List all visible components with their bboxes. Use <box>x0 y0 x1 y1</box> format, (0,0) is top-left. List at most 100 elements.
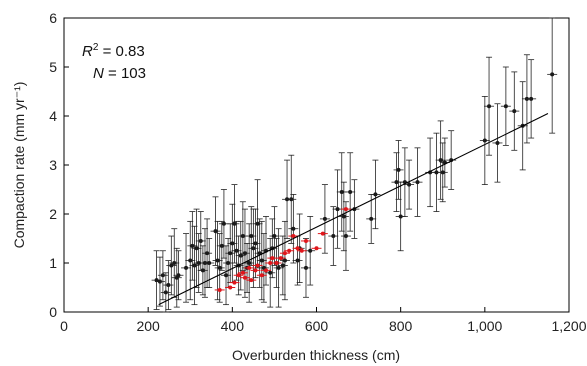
data-point-black <box>237 201 248 271</box>
point-marker <box>295 246 300 251</box>
x-tick-label: 800 <box>389 318 413 334</box>
data-point-black <box>160 272 171 313</box>
data-point-black <box>393 140 404 200</box>
point-marker <box>320 231 325 236</box>
data-point-black <box>319 184 330 254</box>
point-marker <box>308 248 313 253</box>
data-point-black <box>305 216 316 286</box>
data-point-red <box>252 263 263 268</box>
data-point-red <box>256 273 267 278</box>
x-tick-label: 200 <box>136 318 160 334</box>
point-marker <box>215 258 220 263</box>
data-point-black <box>173 250 184 301</box>
data-point-black <box>526 59 537 139</box>
data-point-black <box>484 56 495 156</box>
point-marker <box>166 283 171 288</box>
data-point-red <box>275 256 286 261</box>
point-marker <box>234 248 239 253</box>
data-point-red <box>279 251 290 256</box>
point-marker <box>226 261 231 265</box>
y-tick-label: 0 <box>49 304 57 320</box>
data-point-black <box>328 206 339 266</box>
data-point-black <box>277 235 288 296</box>
point-marker <box>217 287 222 292</box>
point-marker <box>249 234 254 239</box>
point-marker <box>291 226 296 231</box>
x-tick-label: 1,000 <box>467 318 502 334</box>
data-point-red <box>271 261 282 265</box>
data-point-black <box>250 208 261 279</box>
point-marker <box>299 248 304 253</box>
data-point-black <box>191 208 202 288</box>
point-marker <box>188 258 193 263</box>
point-marker <box>205 251 210 256</box>
point-marker <box>407 182 412 187</box>
point-marker <box>343 234 348 239</box>
data-point-black <box>157 250 168 301</box>
point-marker <box>253 241 258 246</box>
sample-size-annotation: N = 103 <box>93 65 146 82</box>
point-marker <box>247 261 252 265</box>
point-marker <box>276 265 281 270</box>
data-point-black <box>279 220 290 301</box>
y-tick-label: 2 <box>49 206 57 222</box>
point-marker <box>270 256 275 261</box>
point-marker <box>268 261 273 265</box>
point-marker <box>196 261 201 265</box>
axes: 0 200 400 600 800 1,000 1,200 0 1 2 3 4 5 6 <box>49 10 587 334</box>
r-squared-annotation: R2 = 0.83 <box>82 42 145 60</box>
data-point-red <box>239 275 250 280</box>
point-marker <box>348 189 353 194</box>
data-point-black <box>479 96 490 186</box>
point-marker <box>322 216 327 221</box>
point-marker <box>251 246 256 251</box>
point-marker <box>236 273 241 278</box>
point-marker <box>217 265 222 270</box>
data-point-red <box>244 265 255 270</box>
data-point-black <box>235 220 246 291</box>
point-marker <box>282 258 287 263</box>
data-point-black <box>286 154 297 244</box>
data-point-black <box>404 159 415 210</box>
trend-line <box>158 113 549 306</box>
point-marker <box>440 170 445 175</box>
data-point-black <box>187 211 198 281</box>
point-marker <box>207 261 212 265</box>
data-point-black <box>273 228 284 308</box>
data-point-red <box>267 256 278 261</box>
point-marker <box>512 109 517 114</box>
data-point-black <box>239 208 250 298</box>
data-point-black <box>336 152 347 232</box>
data-point-black <box>197 245 208 296</box>
data-point-black <box>370 159 381 230</box>
data-point-black <box>292 235 303 286</box>
point-marker <box>242 275 247 280</box>
x-axis-title: Overburden thickness (cm) <box>232 347 400 363</box>
point-marker <box>221 221 226 226</box>
point-marker <box>398 214 403 219</box>
data-point-red <box>317 231 328 236</box>
data-point-red <box>225 285 236 290</box>
point-marker <box>335 207 340 212</box>
point-marker <box>268 270 273 275</box>
data-point-black <box>256 220 267 301</box>
point-marker <box>259 273 264 278</box>
data-point-black <box>246 206 257 266</box>
data-point-black <box>171 247 182 308</box>
data-point-black <box>269 206 280 266</box>
point-marker <box>282 251 287 256</box>
point-marker <box>373 192 378 197</box>
point-marker <box>341 214 346 219</box>
y-tick-label: 4 <box>49 108 57 124</box>
data-point-red <box>229 280 240 285</box>
data-point-black <box>547 17 558 134</box>
point-marker <box>264 268 268 273</box>
point-marker <box>198 238 203 243</box>
point-marker <box>339 189 344 194</box>
point-marker <box>213 229 218 234</box>
point-marker <box>247 265 252 270</box>
x-tick-label: 400 <box>221 318 245 334</box>
data-point-black <box>509 71 520 151</box>
data-point-black <box>492 103 503 183</box>
data-point-red <box>296 248 307 253</box>
